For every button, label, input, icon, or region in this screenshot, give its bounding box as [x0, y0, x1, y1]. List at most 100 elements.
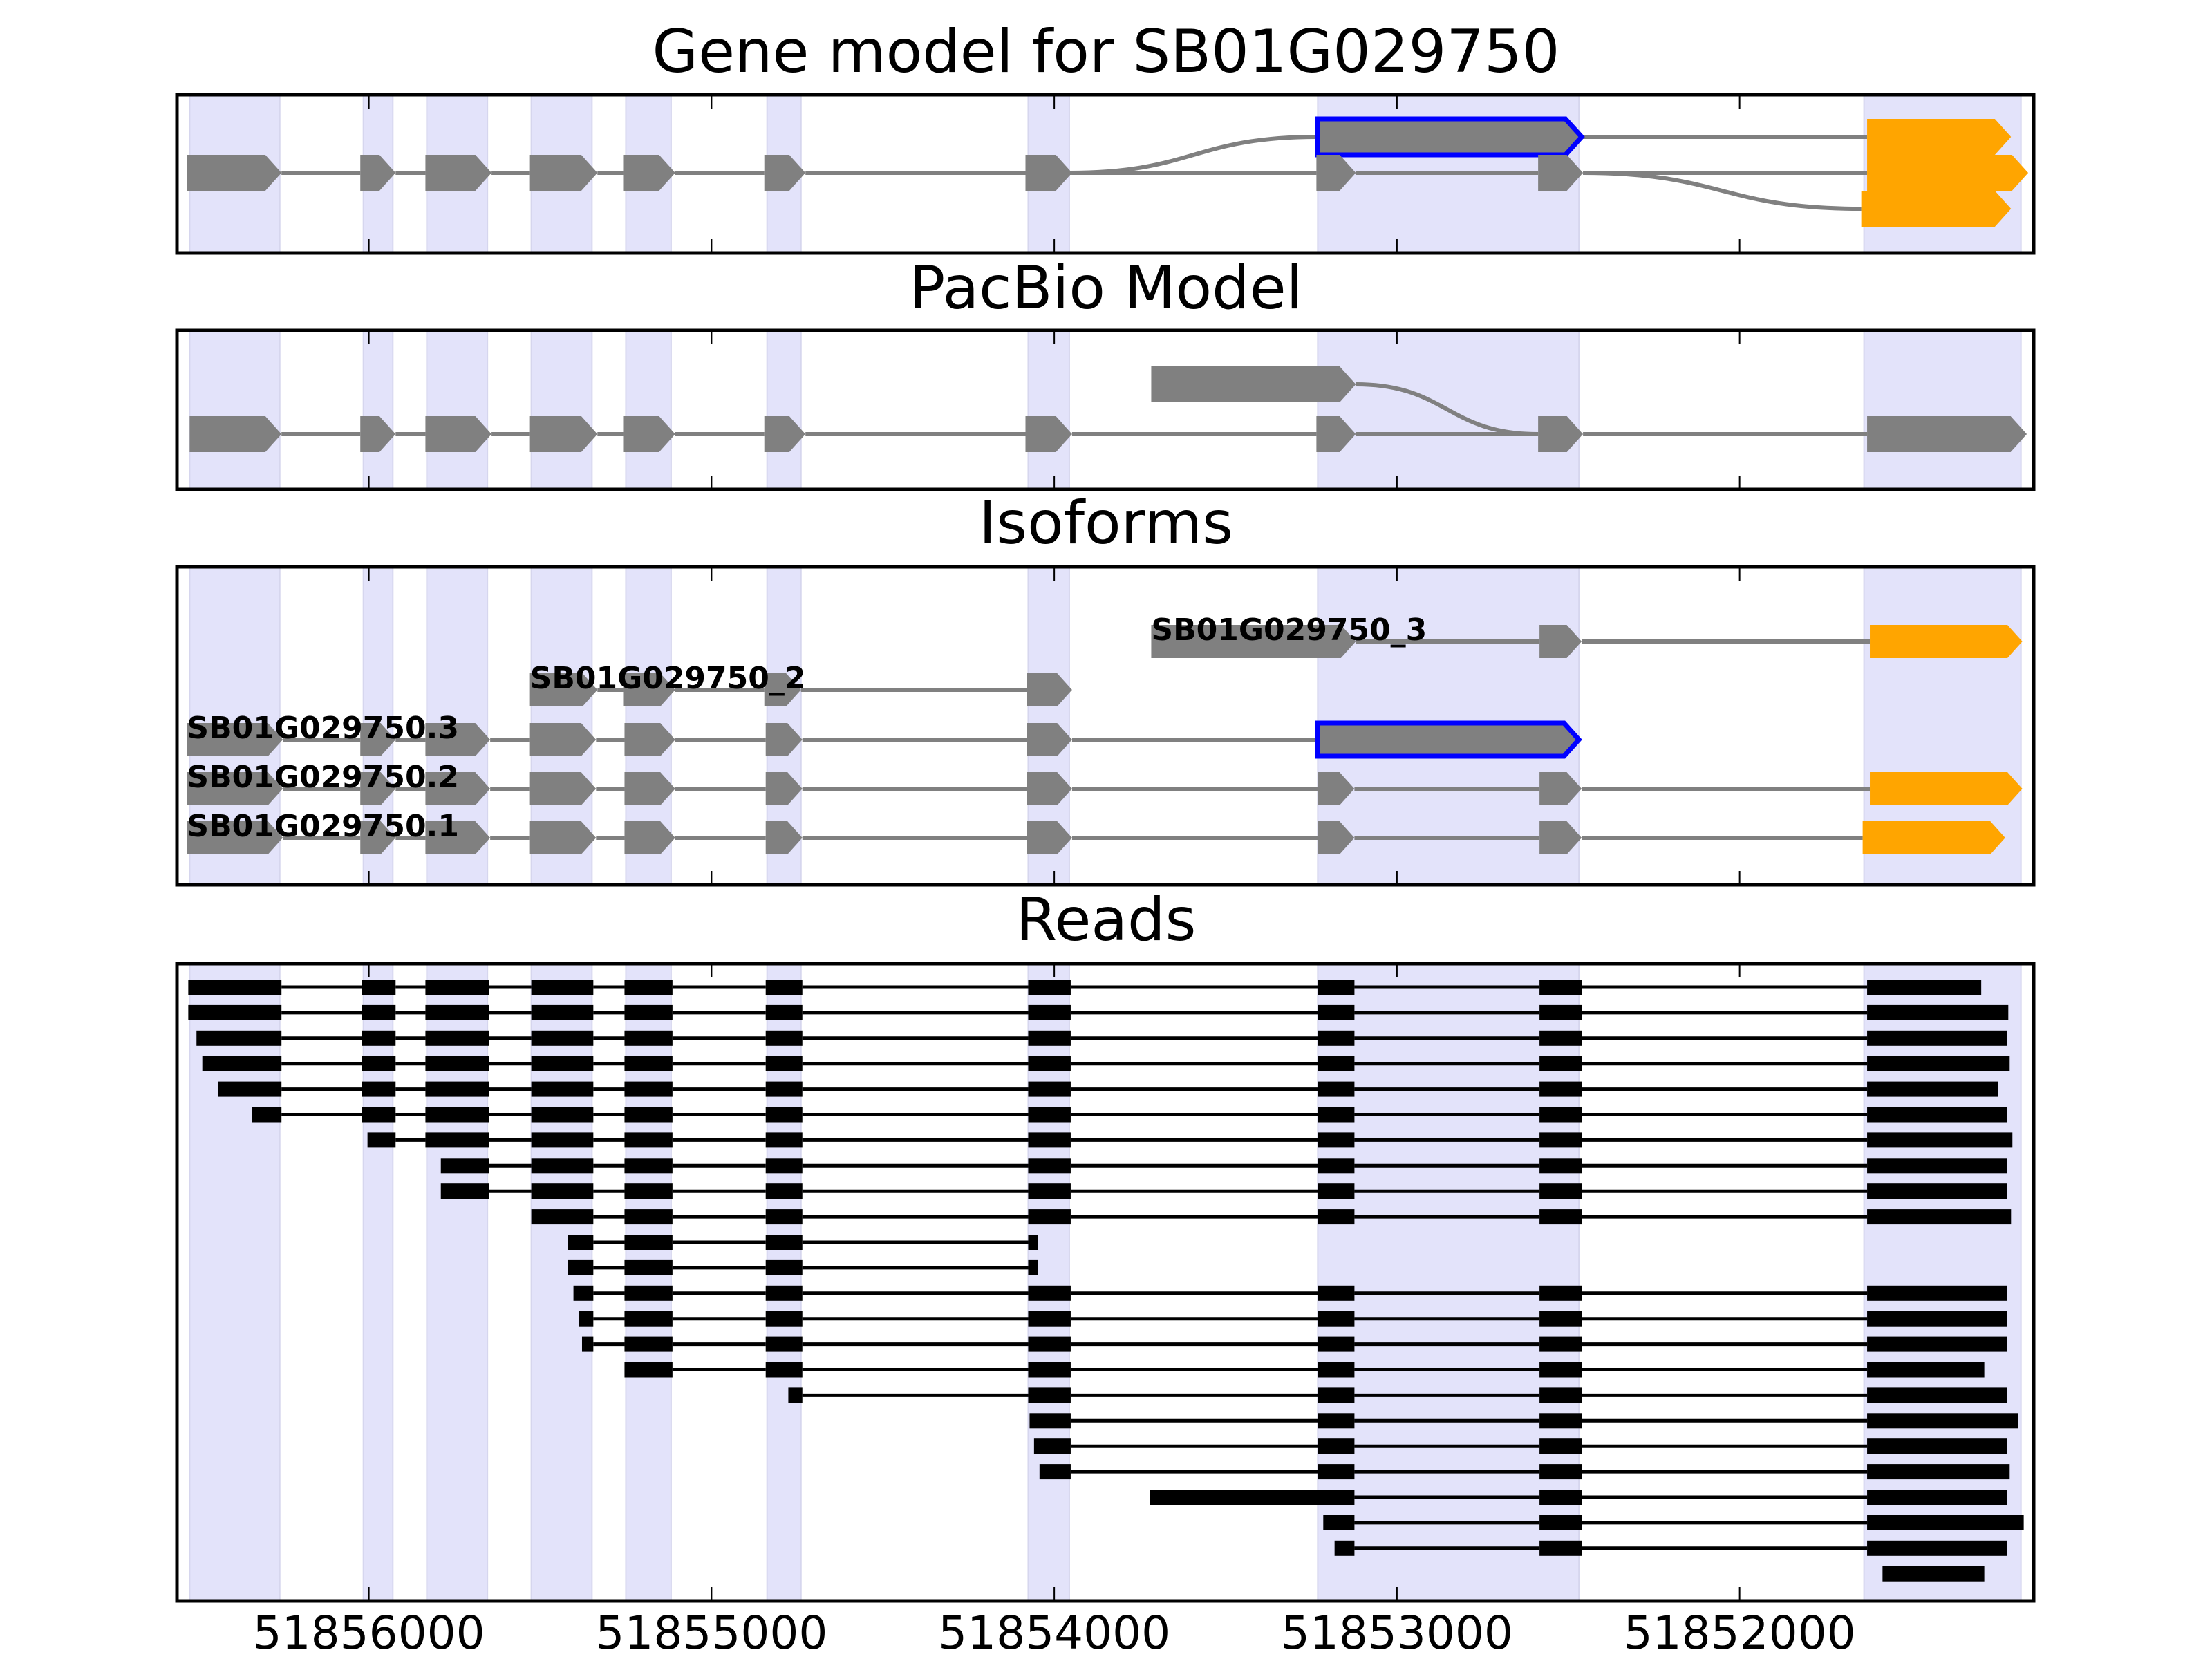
read-block	[1028, 1336, 1071, 1352]
read-block	[1539, 1030, 1582, 1046]
isoform-label: SB01G029750.2	[187, 760, 459, 795]
exon	[1025, 155, 1072, 191]
read-block	[1867, 1311, 2007, 1327]
read-block	[765, 1081, 803, 1097]
shaded-exon-region	[189, 330, 281, 490]
exon	[624, 723, 675, 756]
read-block	[1539, 1004, 1582, 1020]
exon	[623, 416, 675, 452]
exon	[1025, 416, 1072, 452]
read-block	[1539, 1490, 1582, 1505]
read-block	[765, 1158, 803, 1174]
read-block	[1867, 1132, 2013, 1148]
read-row	[1033, 1438, 2007, 1454]
exon	[425, 155, 492, 191]
read-block	[1028, 1235, 1038, 1250]
exon	[360, 772, 396, 805]
read-block	[1028, 1362, 1071, 1378]
exon	[1027, 723, 1072, 756]
exon	[1027, 821, 1072, 854]
read-row	[217, 1081, 1998, 1097]
read-row	[581, 1336, 2007, 1352]
exon	[623, 155, 675, 191]
read-block	[765, 1209, 803, 1225]
exon	[624, 821, 675, 854]
read-block	[425, 1081, 489, 1097]
read-block	[1539, 1311, 1582, 1327]
panel-gene-model: Gene model for SB01G029750	[175, 17, 2036, 255]
read-row	[202, 1056, 2010, 1071]
exon	[1316, 416, 1356, 452]
panel-content: SB01G029750_3 SB01G029750_2 SB01G029750.3 S…	[187, 612, 2023, 854]
read-block	[531, 1081, 594, 1097]
isoform-row: SB01G029750.1	[187, 809, 2005, 854]
read-block	[1867, 1515, 2024, 1530]
read-block	[788, 1387, 803, 1403]
read-block	[1150, 1490, 1355, 1505]
read-block	[1539, 1387, 1582, 1403]
utr-exon	[1870, 625, 2023, 658]
read-block	[765, 1336, 803, 1352]
read-block	[1539, 1081, 1582, 1097]
read-block	[362, 1030, 396, 1046]
utr-exon	[1861, 191, 2012, 227]
exon	[529, 673, 598, 706]
shaded-exon-region	[625, 330, 672, 490]
read-block	[1039, 1464, 1071, 1480]
read-block	[1033, 1438, 1071, 1454]
read-row	[188, 1004, 2009, 1020]
read-block	[531, 1056, 594, 1071]
read-block	[217, 1081, 282, 1097]
read-block	[1539, 1464, 1582, 1480]
exon	[425, 723, 491, 756]
highlighted-exon	[1315, 116, 1585, 158]
isoform-row: SB01G029750_2	[529, 661, 1072, 706]
read-block	[1318, 1158, 1355, 1174]
splice-curve	[1356, 382, 1539, 436]
exon	[189, 416, 282, 452]
panel-background	[189, 330, 2022, 490]
read-block	[531, 1030, 594, 1046]
read-block	[624, 1030, 673, 1046]
splice-curve	[1583, 171, 1862, 211]
read-block	[1028, 1209, 1071, 1225]
read-block	[1318, 1438, 1355, 1454]
read-block	[624, 1081, 673, 1097]
read-block	[1318, 1132, 1355, 1148]
read-block	[425, 1107, 489, 1123]
exon	[764, 155, 806, 191]
read-row	[440, 1158, 2007, 1174]
read-block	[581, 1336, 594, 1352]
read-block	[440, 1183, 489, 1199]
isoform-label: SB01G029750.3	[187, 711, 459, 746]
read-block	[531, 1183, 594, 1199]
exon	[425, 821, 491, 854]
read-block	[1867, 1004, 2009, 1020]
read-block	[1028, 1132, 1071, 1148]
read-row	[367, 1132, 2013, 1148]
read-block	[765, 1311, 803, 1327]
read-block	[765, 980, 803, 995]
utr-exon	[1870, 772, 2023, 805]
read-block	[765, 1183, 803, 1199]
read-block	[1028, 1081, 1071, 1097]
exon	[764, 673, 801, 706]
read-block	[1318, 1107, 1355, 1123]
utr-exon	[1867, 155, 2029, 191]
read-block	[624, 1235, 673, 1250]
x-tick-label: 51855000	[595, 1606, 827, 1659]
read-block	[425, 1030, 489, 1046]
read-row	[573, 1285, 2007, 1301]
read-row	[1323, 1515, 2024, 1530]
read-block	[1867, 1056, 2010, 1071]
read-row	[531, 1209, 2012, 1225]
read-block	[1028, 1158, 1071, 1174]
read-block	[1028, 1285, 1071, 1301]
exon	[1539, 625, 1582, 658]
read-block	[568, 1235, 594, 1250]
x-tick-label: 51854000	[938, 1606, 1170, 1659]
read-block	[1867, 1336, 2007, 1352]
read-block	[624, 980, 673, 995]
shaded-exon-region	[1863, 330, 2022, 490]
read-block	[1867, 1158, 2007, 1174]
